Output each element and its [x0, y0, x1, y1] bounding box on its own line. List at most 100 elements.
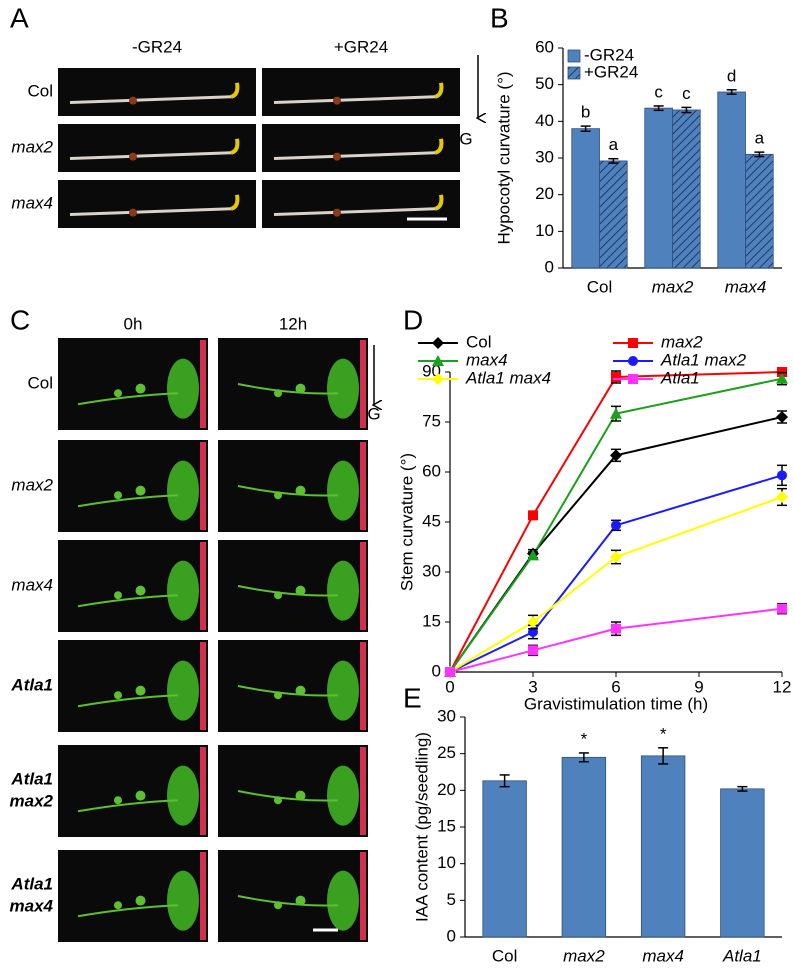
pot: [200, 852, 206, 940]
pot: [200, 642, 206, 730]
cotyledon: [230, 138, 240, 155]
x-tick-label: Col: [587, 277, 613, 296]
marker: [611, 372, 621, 382]
leaf: [274, 591, 282, 600]
bar: [717, 91, 746, 269]
legend-label: Col: [466, 332, 492, 351]
error-bar: [754, 151, 765, 158]
panel-label: A: [10, 2, 29, 33]
y-tick-label: 45: [422, 511, 441, 530]
y-tick-label: 0: [447, 926, 456, 945]
rosette: [167, 560, 199, 621]
leaf: [274, 691, 282, 700]
row-label: max4: [11, 193, 53, 212]
legend-label: Atla1 max2: [660, 350, 747, 369]
cotyledon: [230, 194, 240, 211]
column-header: +GR24: [334, 37, 388, 56]
legend-swatch: [567, 49, 581, 63]
error-bar: [580, 125, 591, 132]
panel-label: D: [403, 304, 423, 335]
leaf: [274, 389, 282, 398]
leaf: [114, 389, 122, 398]
rosette: [327, 358, 359, 419]
y-tick-label: 10: [437, 853, 456, 872]
seed: [333, 208, 341, 217]
y-tick-label: 0: [545, 257, 554, 276]
series-line: [449, 607, 783, 673]
marker: [527, 549, 539, 561]
marker: [777, 603, 787, 614]
y-axis-label: Hypocotyl curvature (°): [494, 71, 513, 244]
pot: [360, 747, 366, 835]
leaf: [114, 591, 122, 600]
row-label: max2: [11, 137, 53, 156]
leaf: [114, 901, 122, 910]
stem: [237, 585, 339, 597]
column-header: -GR24: [132, 37, 182, 56]
leaf: [114, 796, 122, 805]
leaf: [295, 383, 306, 394]
error-bar: [681, 106, 692, 114]
leaf: [135, 895, 146, 906]
legend-label: Atla1: [660, 368, 700, 387]
seedling: [273, 207, 436, 217]
cotyledon: [434, 194, 444, 211]
stem: [77, 494, 179, 508]
bar: [599, 160, 628, 269]
legend-marker: [432, 355, 444, 366]
row-label: max2: [10, 791, 54, 810]
rosette: [167, 765, 199, 826]
stem: [237, 895, 339, 907]
error-bar: [658, 747, 669, 765]
seed: [333, 96, 341, 105]
series-line: [449, 377, 783, 673]
x-tick-label: Col: [492, 946, 518, 965]
cotyledon: [230, 82, 240, 99]
bar: [672, 109, 701, 269]
panel-label: B: [490, 2, 509, 33]
row-label: max2: [11, 475, 53, 494]
stem: [77, 392, 179, 406]
row-label: Col: [27, 81, 53, 100]
photo: [58, 124, 256, 172]
pot: [200, 442, 206, 530]
y-axis-label: Stem curvature (°): [397, 453, 416, 591]
stem: [237, 790, 339, 802]
annotation: *: [581, 729, 588, 748]
y-tick-label: 20: [535, 184, 554, 203]
y-axis-label: IAA content (pg/seedling): [412, 732, 431, 922]
y-tick-label: 40: [535, 111, 554, 130]
marker: [610, 449, 622, 462]
column-header: 12h: [279, 314, 307, 333]
annotation: a: [755, 129, 765, 148]
y-tick-label: 30: [535, 147, 554, 166]
leaf: [274, 796, 282, 805]
bar: [720, 788, 765, 938]
x-tick-label: 9: [694, 677, 703, 696]
y-tick-label: 50: [535, 74, 554, 93]
pot: [360, 442, 366, 530]
seedling: [69, 207, 232, 217]
annotation: a: [609, 135, 619, 154]
leaf: [295, 685, 306, 696]
rosette: [167, 660, 199, 721]
error-bar: [499, 774, 510, 788]
rosette: [327, 660, 359, 721]
x-tick-label: max2: [652, 277, 694, 296]
legend-label: -GR24: [584, 45, 634, 64]
series-line: [449, 474, 783, 673]
marker: [610, 407, 622, 419]
x-tick-label: Atla1: [722, 946, 762, 965]
x-axis-label: Gravistimulation time (h): [524, 694, 708, 713]
y-tick-label: 60: [422, 461, 441, 480]
pot: [360, 852, 366, 940]
error-bar: [653, 105, 664, 112]
legend-label: Atla1 max4: [465, 368, 551, 387]
x-tick-label: max2: [563, 946, 605, 965]
seed: [129, 152, 137, 161]
stem: [237, 485, 339, 497]
marker: [527, 616, 539, 628]
marker: [528, 510, 538, 521]
y-tick-label: 25: [437, 743, 456, 762]
x-tick-label: 6: [611, 677, 620, 696]
